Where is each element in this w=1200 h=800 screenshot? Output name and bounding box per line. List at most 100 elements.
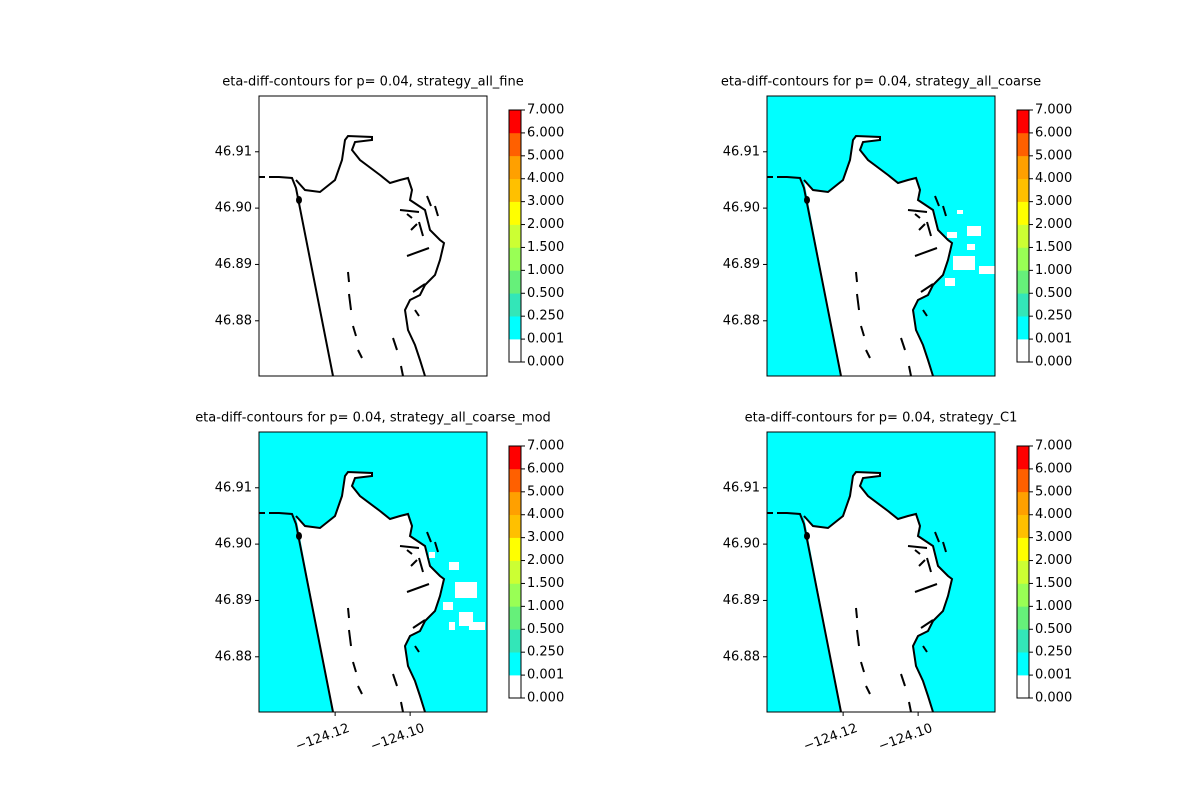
axes-frame xyxy=(766,95,996,377)
x-tick-label: −124.10 xyxy=(369,721,427,754)
colorbar-label: 1.000 xyxy=(1035,599,1072,614)
y-tick-label: 46.91 xyxy=(215,144,252,159)
panel-title: eta-diff-contours for p= 0.04, strategy_… xyxy=(721,75,1041,90)
colorbar-label: 0.250 xyxy=(527,309,564,324)
colorbar-band xyxy=(1017,652,1029,676)
colorbar-band xyxy=(509,178,521,202)
colorbar-band xyxy=(509,270,521,294)
map-panel xyxy=(258,95,488,377)
colorbar-label: 0.000 xyxy=(1035,355,1072,370)
colorbar-label: 1.500 xyxy=(527,576,564,591)
colorbar-label: 0.500 xyxy=(527,286,564,301)
colorbar-band xyxy=(1017,560,1029,584)
colorbar-band xyxy=(1017,446,1029,470)
colorbar-label: 0.001 xyxy=(1035,332,1072,347)
colorbar-label: 4.000 xyxy=(527,507,564,522)
x-tick-label: −124.12 xyxy=(802,721,860,754)
map-panel xyxy=(258,431,488,713)
colorbar-band xyxy=(1017,606,1029,630)
colorbar-band xyxy=(1017,155,1029,180)
y-tick-label: 46.90 xyxy=(723,537,760,552)
colorbar-band xyxy=(1017,316,1029,340)
dry-patch xyxy=(947,232,957,238)
colorbar-label: 1.500 xyxy=(527,240,564,255)
colorbar-label: 1.000 xyxy=(527,599,564,614)
colorbar-band xyxy=(1017,247,1029,271)
y-tick-label: 46.88 xyxy=(215,313,252,328)
colorbar-label: 7.000 xyxy=(1035,103,1072,118)
colorbar-label: 0.001 xyxy=(1035,668,1072,683)
colorbar-band xyxy=(509,491,521,516)
axes-frame xyxy=(258,431,488,713)
panel-title: eta-diff-contours for p= 0.04, strategy_… xyxy=(222,75,523,90)
x-tick-label: −124.10 xyxy=(877,721,935,754)
colorbar-band xyxy=(1017,110,1029,134)
colorbar-band xyxy=(1017,132,1029,157)
colorbar-band xyxy=(509,446,521,470)
colorbar-label: 3.000 xyxy=(1035,530,1072,545)
colorbar-label: 0.000 xyxy=(527,355,564,370)
colorbar-label: 4.000 xyxy=(527,171,564,186)
dry-patch xyxy=(469,622,485,630)
colorbar-label: 0.500 xyxy=(527,622,564,637)
colorbar-band xyxy=(1017,514,1029,538)
x-tick-label: −124.12 xyxy=(294,721,352,754)
y-tick-label: 46.88 xyxy=(723,649,760,664)
colorbar-label: 0.001 xyxy=(527,668,564,683)
map-panel xyxy=(766,95,996,377)
colorbar-band xyxy=(1017,178,1029,202)
dry-patch xyxy=(979,266,995,274)
colorbar-band xyxy=(509,629,521,653)
colorbar-band xyxy=(509,468,521,493)
dry-patch xyxy=(429,552,435,558)
y-tick-label: 46.90 xyxy=(723,201,760,216)
colorbar-band xyxy=(1017,491,1029,516)
axes-frame xyxy=(258,95,488,377)
colorbar-label: 3.000 xyxy=(1035,194,1072,209)
colorbar-band xyxy=(1017,629,1029,653)
colorbar-label: 4.000 xyxy=(1035,507,1072,522)
colorbar-band xyxy=(509,132,521,157)
colorbar-label: 0.000 xyxy=(527,691,564,706)
colorbar-label: 1.500 xyxy=(1035,240,1072,255)
colorbar-label: 7.000 xyxy=(1035,439,1072,454)
colorbar-label: 1.500 xyxy=(1035,576,1072,591)
colorbar-label: 1.000 xyxy=(1035,263,1072,278)
colorbar-band xyxy=(509,293,521,317)
dry-patch xyxy=(957,210,963,214)
colorbar-band xyxy=(1017,537,1029,561)
colorbar-band xyxy=(509,583,521,607)
colorbar-label: 5.000 xyxy=(527,484,564,499)
colorbar-label: 6.000 xyxy=(527,461,564,476)
colorbar-label: 6.000 xyxy=(1035,125,1072,140)
colorbar-label: 2.000 xyxy=(1035,217,1072,232)
y-tick-label: 46.91 xyxy=(723,144,760,159)
colorbar-label: 7.000 xyxy=(527,439,564,454)
panel-title: eta-diff-contours for p= 0.04, strategy_… xyxy=(195,411,551,426)
dry-patch xyxy=(967,226,981,236)
y-tick-label: 46.91 xyxy=(723,480,760,495)
colorbar-label: 4.000 xyxy=(1035,171,1072,186)
dry-patch xyxy=(455,582,477,598)
dry-patch xyxy=(945,278,955,286)
colorbar-label: 0.500 xyxy=(1035,622,1072,637)
colorbar-band xyxy=(509,560,521,584)
colorbar-label: 7.000 xyxy=(527,103,564,118)
colorbar-band xyxy=(509,110,521,134)
colorbar-band xyxy=(1017,201,1029,225)
dry-patch xyxy=(443,602,453,610)
y-tick-label: 46.88 xyxy=(215,649,252,664)
y-tick-label: 46.90 xyxy=(215,201,252,216)
colorbar-band xyxy=(509,247,521,271)
colorbar-band xyxy=(509,339,521,363)
colorbar-label: 0.001 xyxy=(527,332,564,347)
y-tick-label: 46.89 xyxy=(723,257,760,272)
coastline xyxy=(258,135,445,377)
colorbar-band xyxy=(1017,293,1029,317)
colorbar-band xyxy=(1017,583,1029,607)
map-panel xyxy=(766,431,996,713)
dry-patch xyxy=(449,562,459,570)
dry-patch xyxy=(967,244,975,250)
colorbar-label: 0.250 xyxy=(1035,645,1072,660)
